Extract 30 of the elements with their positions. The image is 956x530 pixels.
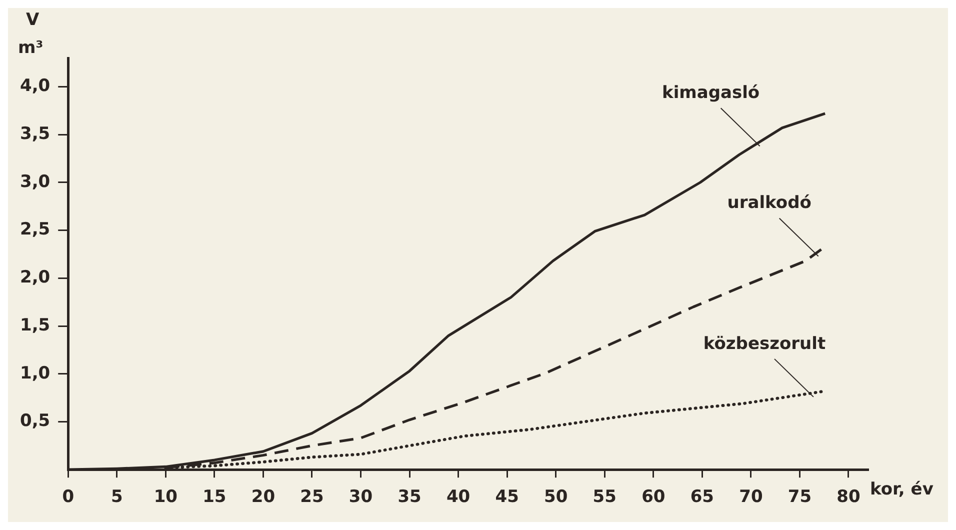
y-tick-label: 1,5 [20,315,50,336]
y-axis-title: V m³ [18,10,44,58]
x-tick-label: 60 [642,487,666,508]
x-tick-label: 55 [592,487,616,508]
x-tick-label: 30 [348,487,373,508]
y-tick-label: 4,0 [20,76,50,96]
y-tick-label: 3,5 [20,124,50,144]
x-tick-label: 10 [154,487,178,508]
x-tick-label: 5 [110,487,123,508]
x-tick-label: 20 [251,487,276,508]
y-tick-label: 1,0 [20,363,50,384]
x-axis-title: kor, év [870,480,934,500]
annotation: uralkodó [727,193,812,214]
x-tick-label: 80 [836,487,860,508]
x-tick-label: 50 [544,487,568,508]
x-tick-label: 35 [398,487,422,508]
x-tick-label: 15 [202,487,226,508]
y-tick-label: 0,5 [20,411,50,432]
x-tick-label: 65 [690,487,714,508]
x-tick-label: 25 [300,487,324,508]
y-tick-label: 2,0 [20,268,50,288]
annotation: közbeszorult [703,334,826,354]
x-tick-label: 40 [446,487,470,508]
x-tick-label: 75 [788,487,812,508]
x-tick-label: 0 [62,487,74,508]
x-tick-label: 45 [495,487,519,508]
y-tick-label: 3,0 [20,172,50,192]
x-tick-label: 70 [739,487,763,508]
y-tick-label: 2,5 [20,220,50,240]
annotation: kimagasló [662,83,760,104]
